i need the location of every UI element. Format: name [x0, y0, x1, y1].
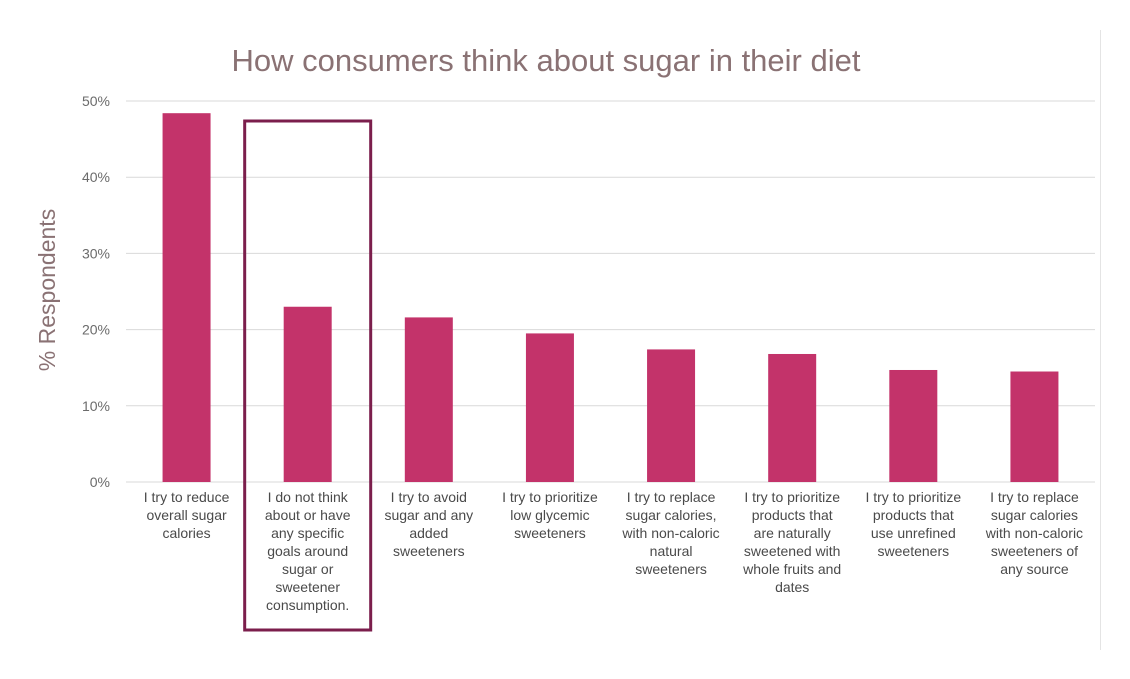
x-tick-label: I try to replace sugar calories with non-c…: [985, 489, 1083, 577]
highlight-box: [243, 119, 373, 632]
bar: [162, 113, 211, 482]
bar: [283, 306, 332, 482]
y-axis-ticks: 0% 10% 20% 30% 40% 50%: [82, 93, 110, 490]
x-tick-label: I try to prioritize low glycemic sweetener…: [502, 489, 598, 541]
x-tick-label: I try to prioritize products that are natu…: [742, 489, 841, 595]
y-tick-label: 50%: [82, 93, 110, 109]
bars: [162, 113, 1059, 482]
bar: [647, 349, 696, 482]
gridlines: [126, 100, 1095, 483]
category-labels: I try to reduce overall sugar calories I do…: [144, 489, 1083, 613]
y-tick-label: 0%: [90, 474, 110, 490]
highlight-layer: [243, 119, 373, 632]
y-axis-label: % Respondents: [34, 209, 60, 371]
bar: [768, 353, 817, 482]
bar: [1010, 371, 1059, 482]
x-tick-label: I try to reduce overall sugar calories: [144, 489, 230, 541]
x-tick-label: I do not think about or have any specific g…: [265, 489, 351, 613]
y-tick-label: 10%: [82, 398, 110, 414]
y-tick-label: 40%: [82, 169, 110, 185]
x-tick-label: I try to avoid sugar and any added sweetene…: [384, 489, 473, 559]
x-tick-label: I try to replace sugar calories, with non-…: [621, 489, 719, 577]
right-border-line: [1100, 30, 1101, 650]
chart-title: How consumers think about sugar in their…: [232, 43, 861, 78]
y-tick-label: 30%: [82, 245, 110, 261]
bar: [889, 369, 938, 482]
x-tick-label: I try to prioritize products that use unre…: [865, 489, 961, 559]
bar: [525, 333, 574, 482]
y-tick-label: 20%: [82, 322, 110, 338]
bar: [404, 317, 453, 482]
